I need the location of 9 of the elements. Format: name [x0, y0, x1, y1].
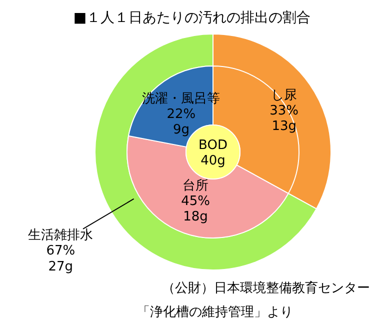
text: BOD 40g [198, 138, 228, 168]
text: （公財）日本環境整備教育センター [162, 280, 370, 296]
chart-title: ■１人１日あたりの汚れの排出の割合 [73, 10, 311, 26]
slice-label: 台所 [182, 178, 209, 194]
text: 「浄化槽の維持管理」より [137, 305, 293, 320]
data-label: 22% 9g [166, 107, 196, 138]
data-label: 45% 18g [181, 194, 210, 225]
data-label: 67% 27g [46, 244, 76, 274]
slice-label: 生活雑排水 [28, 228, 94, 244]
